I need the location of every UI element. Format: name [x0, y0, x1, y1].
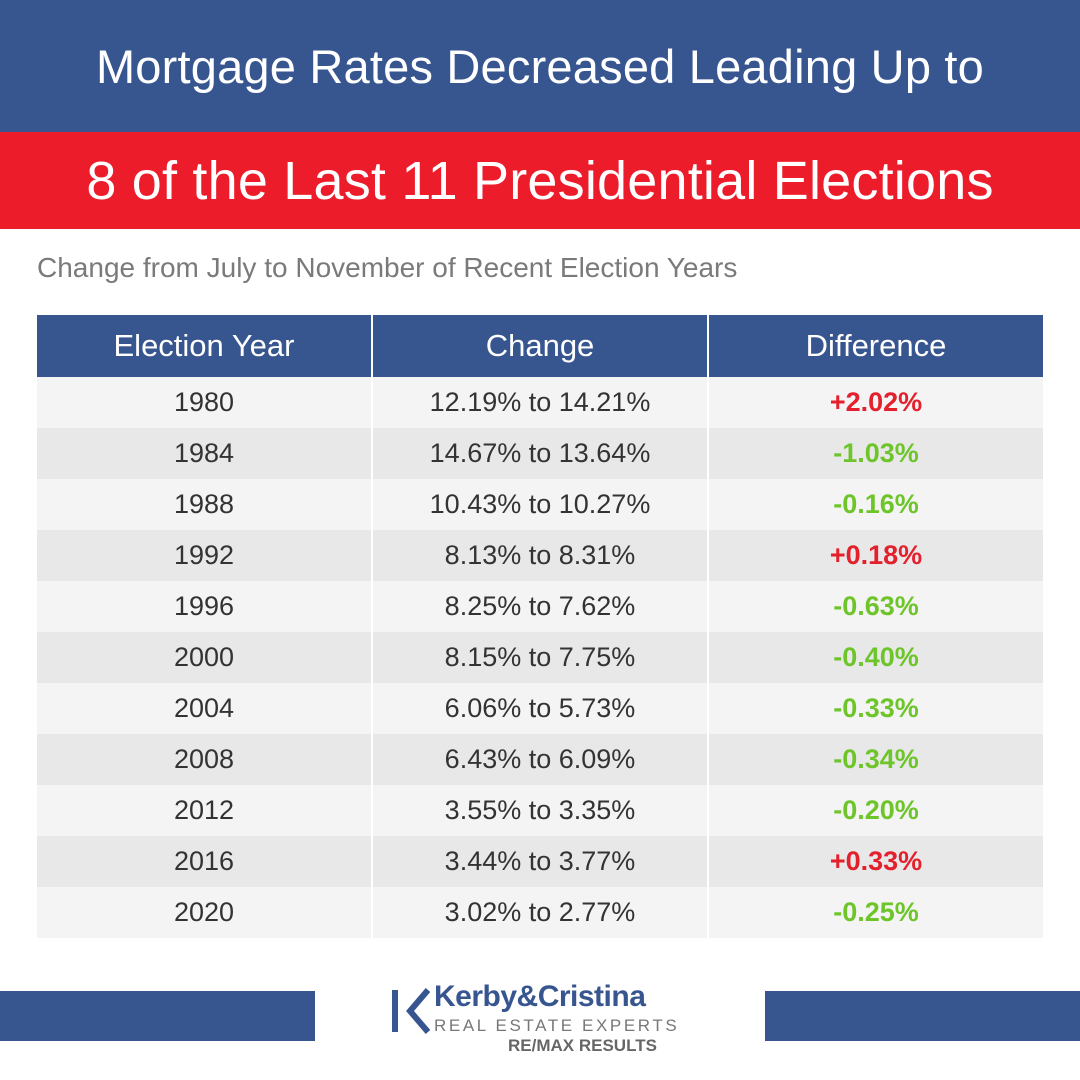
cell-election-year: 1984: [173, 438, 235, 468]
cell-election-year: 1980: [173, 387, 235, 417]
subtitle: Change from July to November of Recent E…: [37, 252, 738, 283]
cell-change: 14.67% to 13.64%: [371, 428, 707, 479]
table-row: 2012 3.55% to 3.35% -0.20%: [37, 785, 1043, 836]
logo-brokerage: RE/MAX RESULTS: [508, 1036, 657, 1055]
title-line-1: Mortgage Rates Decreased Leading Up to: [95, 39, 985, 93]
cell-difference: -0.63%: [707, 581, 1043, 632]
cell-difference: -0.34%: [707, 734, 1043, 785]
logo-name: Kerby&Cristina: [434, 980, 646, 1013]
cell-change: 8.25% to 7.62%: [371, 581, 707, 632]
title-line-2: 8 of the Last 11 Presidential Elections: [86, 150, 994, 211]
cell-change: 8.15% to 7.75%: [371, 632, 707, 683]
rates-table: Election Year Change Difference 1980 12.1…: [37, 315, 1043, 938]
cell-election-year: 2008: [173, 744, 235, 774]
table-body: 1980 12.19% to 14.21% +2.02% 1984 14.67% to …: [37, 377, 1043, 938]
cell-change: 3.44% to 3.77%: [371, 836, 707, 887]
cell-change: 3.02% to 2.77%: [371, 887, 707, 938]
title-banner-top: Mortgage Rates Decreased Leading Up to: [0, 0, 1080, 132]
cell-election-year: 2012: [173, 795, 235, 825]
cell-difference: -0.33%: [707, 683, 1043, 734]
table-row: 2020 3.02% to 2.77% -0.25%: [37, 887, 1043, 938]
table-row: 2008 6.43% to 6.09% -0.34%: [37, 734, 1043, 785]
cell-change: 3.55% to 3.35%: [371, 785, 707, 836]
table-row: 1980 12.19% to 14.21% +2.02%: [37, 377, 1043, 428]
table-row: 2004 6.06% to 5.73% -0.33%: [37, 683, 1043, 734]
header-change: Change: [371, 315, 707, 377]
table-header: Election Year Change Difference: [37, 315, 1043, 377]
cell-difference: -1.03%: [707, 428, 1043, 479]
kc-logo-mark-icon: [392, 988, 431, 1034]
cell-election-year: 1992: [173, 540, 235, 570]
brand-logo: Kerby&Cristina REAL ESTATE EXPERTS RE/MA…: [388, 980, 708, 1060]
header-difference: Difference: [707, 315, 1043, 377]
cell-difference: -0.20%: [707, 785, 1043, 836]
header-election-year: Election Year: [113, 328, 295, 363]
cell-change: 12.19% to 14.21%: [371, 377, 707, 428]
cell-difference: -0.25%: [707, 887, 1043, 938]
cell-election-year: 1996: [173, 591, 235, 621]
footer-bar-right: [765, 991, 1080, 1041]
cell-change: 10.43% to 10.27%: [371, 479, 707, 530]
table-row: 2016 3.44% to 3.77% +0.33%: [37, 836, 1043, 887]
table-row: 1992 8.13% to 8.31% +0.18%: [37, 530, 1043, 581]
cell-election-year: 1988: [173, 489, 235, 519]
footer-bar-left: [0, 991, 315, 1041]
cell-election-year: 2020: [173, 897, 235, 927]
cell-difference: -0.16%: [707, 479, 1043, 530]
table-row: 1984 14.67% to 13.64% -1.03%: [37, 428, 1043, 479]
table-row: 2000 8.15% to 7.75% -0.40%: [37, 632, 1043, 683]
cell-election-year: 2004: [173, 693, 235, 723]
cell-election-year: 2016: [173, 846, 235, 876]
cell-difference: -0.40%: [707, 632, 1043, 683]
cell-difference: +0.33%: [707, 836, 1043, 887]
cell-change: 8.13% to 8.31%: [371, 530, 707, 581]
table-row: 1988 10.43% to 10.27% -0.16%: [37, 479, 1043, 530]
title-banner-red: 8 of the Last 11 Presidential Elections: [0, 132, 1080, 229]
cell-election-year: 2000: [173, 642, 235, 672]
cell-change: 6.43% to 6.09%: [371, 734, 707, 785]
cell-difference: +2.02%: [707, 377, 1043, 428]
table-row: 1996 8.25% to 7.62% -0.63%: [37, 581, 1043, 632]
cell-difference: +0.18%: [707, 530, 1043, 581]
logo-tagline: REAL ESTATE EXPERTS: [434, 1016, 680, 1035]
cell-change: 6.06% to 5.73%: [371, 683, 707, 734]
